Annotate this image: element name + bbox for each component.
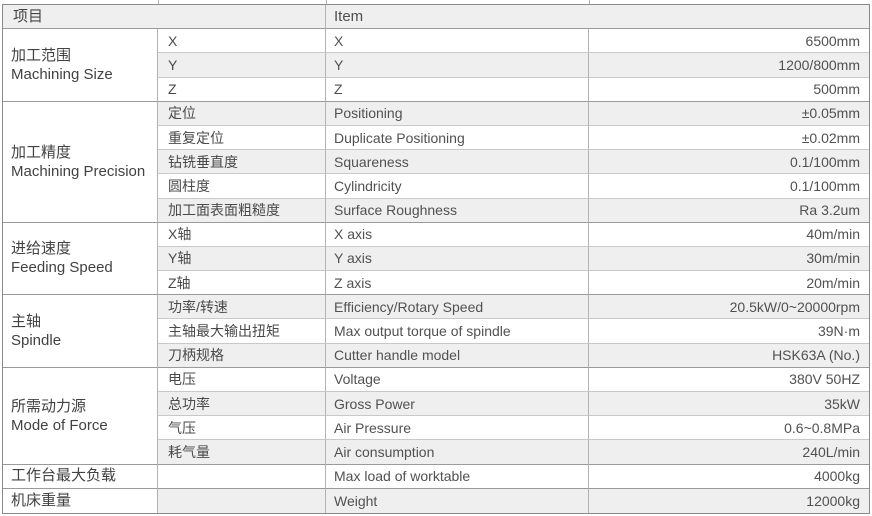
subitem-zh-cell: 主轴最大输出扭矩 [158, 319, 326, 344]
value-cell: 35kW [589, 392, 869, 417]
subitem-en-cell: Positioning [326, 101, 589, 126]
subitem-zh-cell: 功率/转速 [158, 295, 326, 320]
value-cell: HSK63A (No.) [589, 343, 869, 368]
subitem-en-cell: Z axis [326, 271, 589, 296]
header-item-en: Item [326, 5, 869, 30]
value-cell: Ra 3.2um [589, 198, 869, 223]
subitem-en-cell: Duplicate Positioning [326, 125, 589, 151]
spec-table: 项目 Item 加工范围 Machining Size X X 6500mm Y Y 1200… [2, 4, 870, 514]
subitem-en-cell: Cutter handle model [326, 343, 589, 368]
group-label-zh: 进给速度 [11, 240, 72, 258]
subitem-zh-cell: Z [158, 77, 326, 102]
divider-tick [326, 0, 327, 5]
subitem-zh-cell: 电压 [158, 367, 326, 393]
header-item-zh: 项目 [3, 5, 326, 30]
group-label-en: Mode of Force [11, 416, 108, 434]
subitem-en-cell: Y [326, 53, 589, 78]
group-label-en: Feeding Speed [11, 259, 113, 277]
subitem-en-cell: Voltage [326, 367, 589, 393]
footer-label-cell: 工作台最大负载 [3, 464, 158, 489]
group-cell: 进给速度 Feeding Speed [3, 222, 158, 296]
subitem-en-cell: Weight [326, 488, 589, 513]
subitem-zh-cell: 圆柱度 [158, 174, 326, 199]
value-cell: 20m/min [589, 271, 869, 296]
group-label-zh: 所需动力源 [11, 397, 87, 415]
value-cell: ±0.02mm [589, 125, 869, 151]
value-cell: 0.1/100mm [589, 174, 869, 199]
subitem-zh-cell: 加工面表面粗糙度 [158, 198, 326, 223]
value-cell: 4000kg [589, 464, 869, 489]
value-cell: 12000kg [589, 488, 869, 513]
subitem-zh-cell: 耗气量 [158, 440, 326, 465]
subitem-en-cell: Y axis [326, 246, 589, 272]
group-label-en: Spindle [11, 332, 62, 350]
divider-tick [158, 0, 159, 5]
value-cell: 30m/min [589, 246, 869, 272]
subitem-en-cell: Surface Roughness [326, 198, 589, 223]
value-cell: 500mm [589, 77, 869, 102]
value-cell: 1200/800mm [589, 53, 869, 78]
subitem-en-cell: Air Pressure [326, 416, 589, 441]
footer-label-cell: 机床重量 [3, 488, 158, 513]
group-label-en: Machining Precision [11, 162, 146, 180]
empty-cell [158, 464, 326, 489]
subitem-zh-cell: 钻铣垂直度 [158, 150, 326, 175]
empty-cell [158, 488, 326, 513]
value-cell: 39N·m [589, 319, 869, 344]
group-cell: 主轴 Spindle [3, 295, 158, 368]
subitem-en-cell: Efficiency/Rotary Speed [326, 295, 589, 320]
subitem-en-cell: Gross Power [326, 392, 589, 417]
subitem-zh-cell: 重复定位 [158, 125, 326, 151]
subitem-en-cell: Cylindricity [326, 174, 589, 199]
value-cell: 40m/min [589, 222, 869, 247]
group-cell: 加工范围 Machining Size [3, 29, 158, 102]
value-cell: 240L/min [589, 440, 869, 465]
subitem-zh-cell: Y轴 [158, 246, 326, 272]
group-label-en: Machining Size [11, 65, 113, 83]
value-cell: ±0.05mm [589, 101, 869, 126]
value-cell: 20.5kW/0~20000rpm [589, 295, 869, 320]
subitem-en-cell: Air consumption [326, 440, 589, 465]
group-cell: 所需动力源 Mode of Force [3, 367, 158, 465]
value-cell: 0.6~0.8MPa [589, 416, 869, 441]
group-label-zh: 主轴 [11, 313, 42, 331]
subitem-zh-cell: X轴 [158, 222, 326, 247]
group-label-zh: 加工精度 [11, 143, 72, 161]
value-cell: 380V 50HZ [589, 367, 869, 393]
subitem-en-cell: X axis [326, 222, 589, 247]
group-cell: 加工精度 Machining Precision [3, 101, 158, 223]
subitem-zh-cell: Z轴 [158, 271, 326, 296]
subitem-zh-cell: 气压 [158, 416, 326, 441]
subitem-en-cell: Squareness [326, 150, 589, 175]
subitem-en-cell: Z [326, 77, 589, 102]
value-cell: 0.1/100mm [589, 150, 869, 175]
subitem-zh-cell: X [158, 29, 326, 54]
subitem-zh-cell: 定位 [158, 101, 326, 126]
value-cell: 6500mm [589, 29, 869, 54]
subitem-zh-cell: 刀柄规格 [158, 343, 326, 368]
subitem-zh-cell: 总功率 [158, 392, 326, 417]
subitem-en-cell: Max output torque of spindle [326, 319, 589, 344]
subitem-zh-cell: Y [158, 53, 326, 78]
divider-tick [589, 0, 590, 5]
group-label-zh: 加工范围 [11, 46, 72, 64]
subitem-en-cell: Max load of worktable [326, 464, 589, 489]
subitem-en-cell: X [326, 29, 589, 54]
